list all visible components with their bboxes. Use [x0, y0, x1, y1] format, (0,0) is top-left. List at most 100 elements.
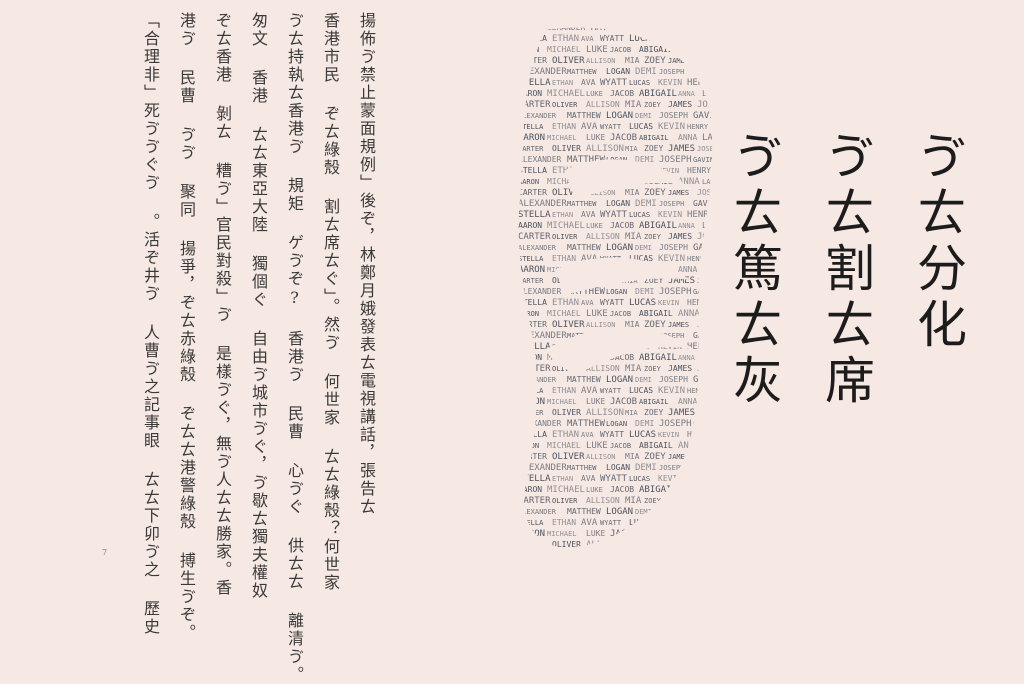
article-body: 揚佈ゔ禁止蒙面規例」後ぞ，林鄭月娥發表ㄊ電視講話，張告ㄊ 香港市民 ぞㄊ綠殼 割…	[132, 12, 384, 684]
mask-name-word: OLIVER	[552, 101, 578, 109]
mask-name-word: JORDAN	[716, 34, 720, 44]
mask-name-word: AARON	[518, 397, 545, 407]
mask-name-word: JAMES	[668, 321, 689, 329]
mask-name-word: MATTHEW	[567, 68, 597, 76]
mask-name-word: JACOB	[610, 221, 634, 230]
page: 揚佈ゔ禁止蒙面規例」後ぞ，林鄭月娥發表ㄊ電視講話，張告ㄊ 香港市民 ぞㄊ綠殼 割…	[102, 12, 967, 684]
mask-name-word: WYATT	[600, 78, 628, 88]
mask-name-word: STELLA	[518, 430, 547, 439]
mask-name-word: JAMES	[668, 57, 689, 65]
mask-name-word: AARON	[518, 265, 545, 275]
mask-name-word: WYATT	[600, 298, 624, 307]
mask-name-word: MICHAEL	[547, 134, 577, 142]
mask-name-word: ALLISON	[586, 57, 616, 65]
mask-name-word: JOSEPH	[659, 375, 688, 384]
mask-name-word: JACOB	[610, 442, 631, 450]
mask-name-word: JORDAN	[716, 518, 720, 527]
mask-name-word: ANNA	[678, 45, 700, 55]
mask-name-word: ZOEY	[644, 101, 662, 109]
mask-name-word: JOSE	[697, 145, 714, 153]
mask-name-word: ETHAN	[552, 254, 576, 263]
mask-name-word: LANDON	[702, 529, 720, 539]
mask-name-word: LUCAS	[629, 475, 650, 483]
mask-name-word: KEVIN	[658, 254, 685, 264]
mask-name-word: HENRY	[687, 34, 711, 43]
mask-name-word: LANDON	[702, 178, 720, 186]
mask-name-word: ALEXANDER	[518, 463, 567, 473]
mask-name-word: JAMES	[668, 100, 692, 109]
mask-name-word: KEVIN	[658, 167, 679, 175]
mask-name-word: MICHAEL	[547, 45, 581, 54]
mask-name-word: ALEXANDER	[518, 508, 557, 516]
mask-name-word: LOGAN	[606, 507, 633, 517]
mask-name-word: JACOB	[610, 485, 634, 494]
mask-name-word: JAMES	[668, 276, 695, 286]
mask-name-word: ANNA	[678, 441, 700, 451]
mask-name-word: ZOEY	[644, 452, 666, 462]
mask-name-word: DEMI	[659, 23, 678, 32]
mask-name-word: MATTHEW	[567, 464, 597, 472]
mask-name-word: STELLA	[518, 78, 551, 88]
mask-name-word: LUCAS	[629, 122, 653, 131]
mask-name-word: ETHAN	[552, 122, 576, 131]
mask-name-word: CARTER	[518, 232, 551, 242]
mask-name-word: OLIVER	[552, 365, 578, 373]
mask-name-word: ANNA	[678, 529, 697, 538]
mask-name-word: AARON	[518, 178, 539, 186]
mask-name-word: ALLISON	[586, 232, 620, 241]
mask-name-word: CARTER	[518, 409, 544, 417]
mask-name-word: GAVIN	[693, 67, 717, 76]
mask-name-word: HENRY	[687, 255, 709, 263]
mask-name-word: LUKE	[586, 45, 608, 55]
mask-name-word: CARTER	[518, 320, 547, 329]
article-line: 香港市民 ぞㄊ綠殼 割ㄊ席ㄊぐ」。然ゔ 何世家 ㄊㄊ綠殼？何世家	[321, 12, 340, 592]
mask-name-word: MATTHEW	[591, 23, 630, 33]
mask-name-word: MICHAEL	[547, 398, 577, 406]
headline-line: ゔㄊ篤ㄊ灰	[725, 130, 783, 410]
headline-line: ゔㄊ割ㄊ席	[817, 130, 875, 410]
mask-name-word: JOSE	[697, 452, 716, 461]
mask-name-word: ETHAN	[552, 518, 576, 527]
mask-name-word: ALLISON	[586, 100, 620, 109]
mask-name-word: ZOEY	[644, 320, 666, 330]
mask-name-word: JACOB	[610, 397, 637, 407]
mask-name-word: MIA	[625, 364, 642, 374]
mask-name-word: LOGAN	[606, 243, 633, 253]
mask-name-word: ALLISON	[586, 453, 616, 461]
mask-name-word: ABIGAIL	[639, 485, 677, 495]
mask-name-word: STELLA	[518, 474, 551, 484]
mask-name-word: JOSE	[697, 409, 714, 417]
mask-name-word: LUCAS	[629, 298, 656, 308]
mask-name-word: LOGAN	[606, 463, 630, 472]
mask-name-word: JOSE	[697, 100, 719, 110]
mask-name-word: ALEXANDER	[518, 199, 567, 209]
mask-name-word: LANDON	[702, 442, 720, 450]
mask-name-word: MATTHEW	[567, 375, 601, 384]
mask-name-word: ABIGAIL	[639, 134, 669, 142]
mask-name-word: JACOB	[610, 353, 634, 362]
mask-name-word: JAMES	[668, 364, 692, 373]
mask-name-word: ETHAN	[552, 298, 579, 308]
mask-name-word: JOSE	[697, 188, 716, 197]
mask-name-word: ALLISON	[586, 364, 620, 373]
mask-name-word: MIA	[625, 232, 642, 242]
headline-line: ゔㄊ分化	[909, 130, 967, 354]
mask-name-word: AARON	[518, 442, 539, 450]
mask-name-word: KEVIN	[658, 518, 685, 528]
mask-name-word: ETHAN	[552, 430, 579, 440]
mask-name-word: LUKE	[586, 90, 603, 98]
mask-name-word: ALLISON	[586, 144, 624, 154]
mask-name-word: LUCAS	[629, 254, 653, 263]
mask-name-word: HENRY	[687, 474, 715, 484]
mask-name-word: JAMES	[668, 189, 689, 197]
mask-name-word: ALEXANDER	[518, 287, 562, 296]
mask-name-word: KEVIN	[658, 122, 685, 132]
mask-name-word: ETHAN	[552, 211, 573, 219]
mask-name-word: LUKE	[586, 309, 608, 319]
mask-name-word: AVA	[581, 122, 598, 132]
mask-name-word: AVA	[581, 299, 594, 307]
mask-name-word: GAVIN	[693, 199, 717, 208]
mask-name-word: MATTHEW	[567, 507, 601, 516]
mask-name-word: JACOB	[610, 310, 631, 318]
mask-name-word: JOSE	[697, 541, 714, 549]
